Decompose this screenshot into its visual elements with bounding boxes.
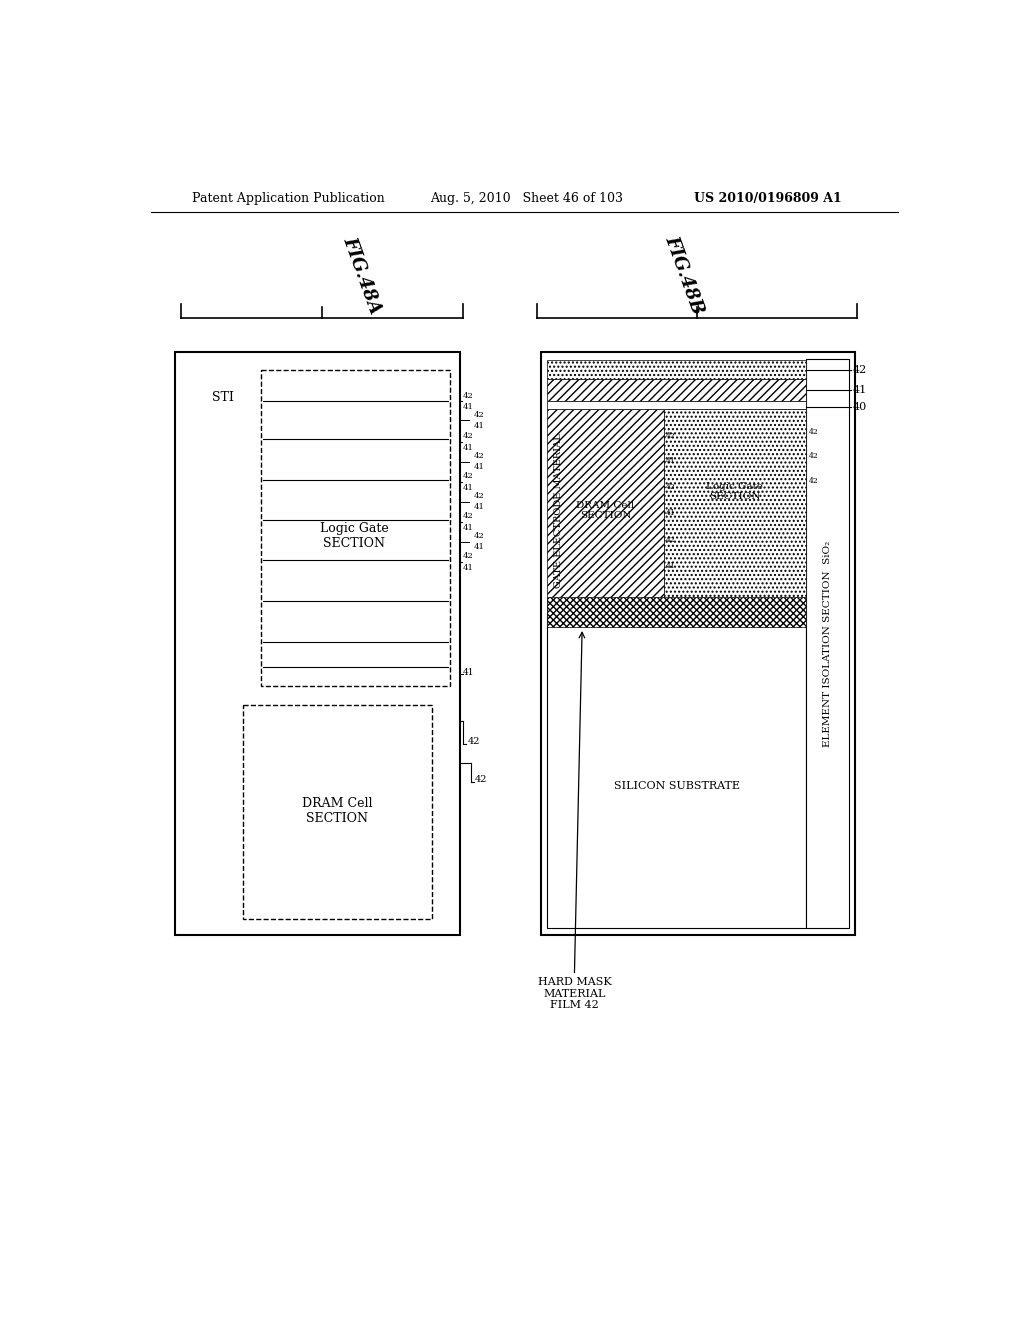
Text: 42: 42 [809,428,818,436]
Text: 42: 42 [474,453,484,461]
Bar [547,379,806,401]
Bar [547,401,806,409]
Text: 42: 42 [463,433,473,441]
Text: 42: 42 [809,453,818,461]
Bar [547,360,806,379]
Text: Logic Gate
SECTION: Logic Gate SECTION [319,521,389,549]
Text: 42: 42 [809,477,818,484]
Text: 41: 41 [463,524,474,532]
Text: STI: STI [212,391,233,404]
Text: 42: 42 [666,483,676,491]
Text: 41: 41 [474,503,484,511]
Bar [243,705,432,919]
Text: FIG.48A: FIG.48A [340,234,384,317]
Text: DRAM Cell
SECTION: DRAM Cell SECTION [577,502,635,520]
Text: DRAM Cell
SECTION: DRAM Cell SECTION [302,797,373,825]
Bar [547,409,664,612]
Text: 41: 41 [853,385,867,395]
Text: 42: 42 [463,473,473,480]
Text: 41: 41 [463,668,474,677]
Bar [174,352,460,935]
Text: Aug. 5, 2010   Sheet 46 of 103: Aug. 5, 2010 Sheet 46 of 103 [430,191,624,205]
Text: FIG.48B: FIG.48B [662,234,707,317]
Text: SILICON SUBSTRATE: SILICON SUBSTRATE [613,781,739,791]
Text: 41: 41 [463,444,474,451]
Text: 41: 41 [474,463,484,471]
Text: 42: 42 [474,411,484,418]
Text: 42: 42 [666,432,676,440]
Text: 42: 42 [666,536,676,544]
Text: 42: 42 [474,532,484,540]
Text: 41: 41 [474,544,484,552]
Text: 41: 41 [666,457,676,465]
Text: 42: 42 [463,392,473,400]
Text: Logic Gate
SECTION: Logic Gate SECTION [707,482,763,502]
Bar [547,612,806,928]
Text: 41: 41 [666,508,676,516]
Text: 40: 40 [853,403,867,412]
Text: ELEMENT ISOLATION SECTION  SiO₂: ELEMENT ISOLATION SECTION SiO₂ [823,540,831,747]
Text: 42: 42 [853,364,867,375]
Text: 41: 41 [474,421,484,429]
Bar [547,597,806,627]
Text: GATE ELECTRODE MATERIAL: GATE ELECTRODE MATERIAL [554,433,563,587]
Bar [664,409,806,612]
Text: US 2010/0196809 A1: US 2010/0196809 A1 [693,191,842,205]
Text: 41: 41 [463,403,474,411]
Text: 42: 42 [467,737,480,746]
Text: 42: 42 [474,492,484,500]
Text: 42: 42 [463,553,473,561]
Text: Patent Application Publication: Patent Application Publication [191,191,384,205]
Bar [261,370,450,686]
Text: 41: 41 [463,484,474,492]
Text: 42: 42 [463,512,473,520]
Text: 41: 41 [463,564,474,572]
Text: 42: 42 [475,775,487,784]
Text: 41: 41 [666,562,676,570]
Bar [541,352,855,935]
Text: HARD MASK
MATERIAL
FILM 42: HARD MASK MATERIAL FILM 42 [538,977,611,1010]
Bar [806,359,849,928]
